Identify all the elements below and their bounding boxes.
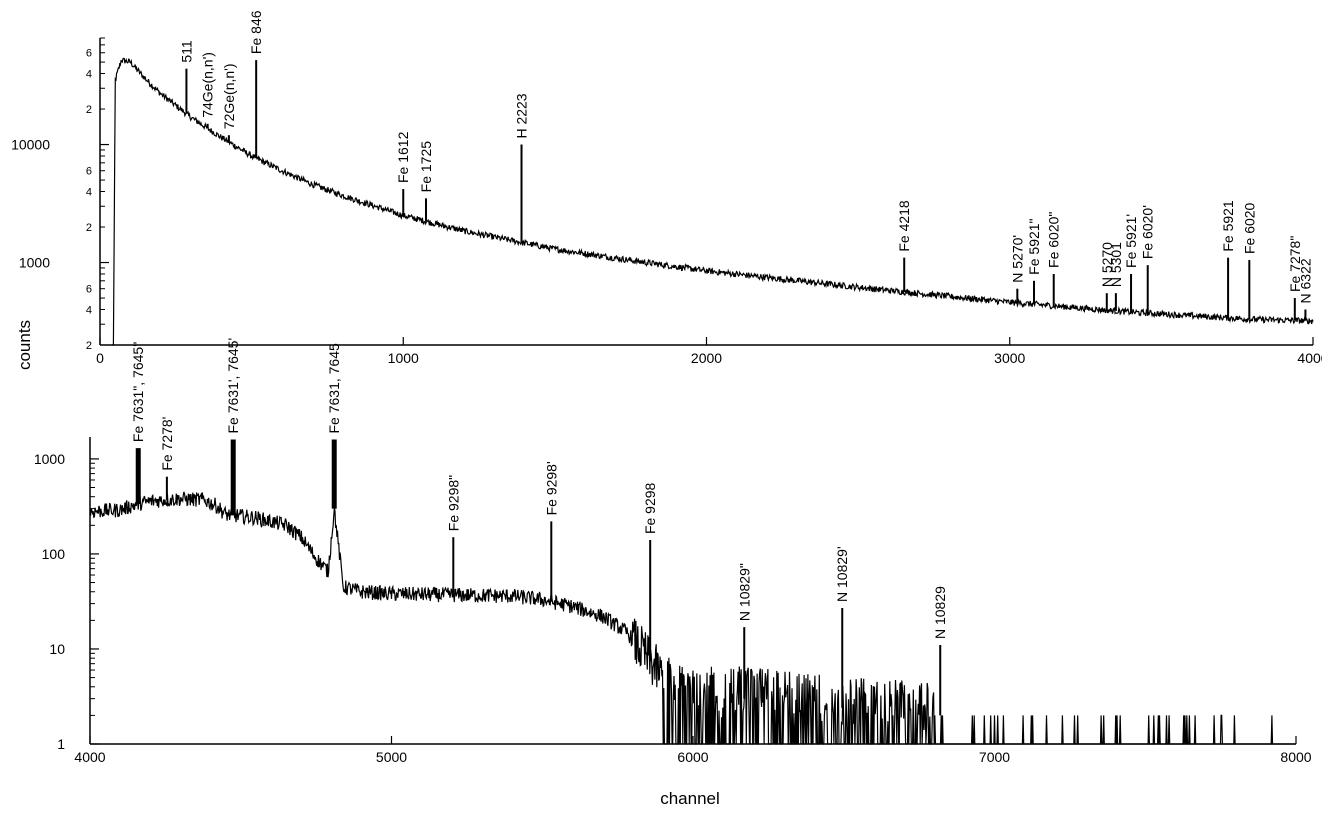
peak-label: Fe 7278" (1287, 236, 1303, 292)
y-minor-tick-label: 4 (86, 69, 92, 81)
top-panel: 0 1000 2000 3000 4000 1000 10000 2 4 6 2 4 6 2 4 6 511 74… (11, 10, 1322, 366)
y-minor-tick-label: 2 (86, 104, 92, 116)
peak-label: Fe 4218 (896, 200, 912, 252)
peak-label: N 5270' (1009, 235, 1025, 283)
peak-label: Fe 5921" (1026, 218, 1042, 274)
y-minor-tick-label: 6 (86, 48, 92, 60)
peak-label: Fe 6020" (1046, 212, 1062, 268)
y-tick-label: 100 (42, 546, 66, 562)
x-tick-label: 7000 (979, 749, 1010, 765)
y-tick-label: 1 (57, 736, 65, 752)
y-tick-label: 10 (49, 641, 65, 657)
peak-label: Fe 9298" (445, 475, 461, 531)
peak-label: 74Ge(n,n') (200, 52, 216, 118)
peak-label: N 10829' (834, 546, 850, 602)
peak-label: Fe 7631', 7645' (225, 338, 241, 434)
peak-label: Fe 7278' (159, 417, 175, 471)
peak-label: Fe 9298 (642, 482, 658, 534)
bottom-panel: 4000 5000 6000 7000 8000 1 10 100 1000 Fe 7631", … (34, 338, 1312, 765)
peak-label: Fe 7631", 7645" (130, 342, 146, 442)
x-tick-label: 8000 (1280, 749, 1311, 765)
peak-label: Fe 7631, 7645 (326, 343, 342, 434)
x-tick-label: 0 (96, 350, 104, 366)
peak-label: Fe 5921' (1123, 214, 1139, 268)
x-tick-label: 6000 (677, 749, 708, 765)
y-minor-tick-label: 4 (86, 187, 92, 199)
spectrum-line (112, 57, 1314, 346)
peak-label: H 2223 (514, 93, 530, 138)
spectrum-line (89, 491, 1296, 745)
peak-label: Fe 9298' (543, 461, 559, 515)
peak-label: Fe 846 (248, 10, 264, 54)
y-minor-tick-label: 2 (86, 340, 92, 352)
x-tick-label: 5000 (376, 749, 407, 765)
peak-label: N 6322 (1297, 258, 1313, 303)
peak-label: Fe 5921 (1220, 200, 1236, 252)
y-tick-label: 1000 (34, 451, 65, 467)
x-tick-label: 2000 (691, 350, 722, 366)
x-tick-label: 3000 (994, 350, 1025, 366)
x-tick-label: 1000 (388, 350, 419, 366)
x-axis-label: channel (660, 789, 720, 808)
y-axis-label: counts (15, 320, 34, 370)
y-minor-tick-label: 2 (86, 222, 92, 234)
y-minor-tick-label: 6 (86, 284, 92, 296)
y-tick-label: 1000 (19, 255, 50, 271)
peak-label: N 5301 (1108, 242, 1124, 287)
peak-label: Fe 1725 (418, 141, 434, 193)
y-tick-label: 10000 (11, 137, 50, 153)
peak-label: Fe 1612 (395, 131, 411, 183)
y-minor-tick-label: 4 (86, 304, 92, 316)
peak-label: N 10829 (932, 586, 948, 639)
peak-label: N 5270 (1099, 242, 1115, 287)
peak-label: Fe 6020 (1241, 202, 1257, 254)
y-minor-tick-label: 6 (86, 166, 92, 178)
x-tick-label: 4000 (1297, 350, 1322, 366)
peak-label: N 10829" (736, 563, 752, 621)
peak-label: Fe 6020' (1140, 205, 1156, 259)
peak-label: 511 (178, 40, 194, 63)
x-tick-label: 4000 (74, 749, 105, 765)
peak-label: 72Ge(n,n') (221, 63, 237, 129)
